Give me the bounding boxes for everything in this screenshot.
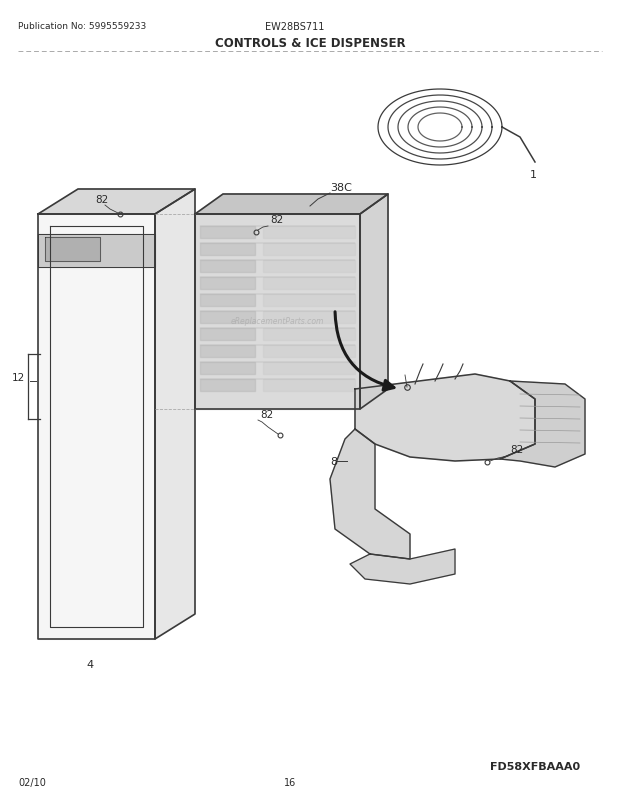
Polygon shape [263,227,355,239]
Polygon shape [200,329,255,341]
Polygon shape [263,244,355,256]
Polygon shape [263,363,355,375]
Text: 82: 82 [510,444,523,455]
Polygon shape [200,294,255,306]
Text: 02/10: 02/10 [18,777,46,787]
Polygon shape [38,190,195,215]
Polygon shape [360,195,388,410]
Polygon shape [195,215,360,410]
Polygon shape [263,294,355,306]
Polygon shape [263,379,355,391]
Polygon shape [263,312,355,323]
Polygon shape [500,382,585,468]
Polygon shape [263,277,355,290]
Text: 16: 16 [284,777,296,787]
Text: EW28BS711: EW28BS711 [265,22,325,32]
Text: 12: 12 [12,373,25,383]
Text: 82: 82 [260,410,273,419]
Polygon shape [263,261,355,273]
Polygon shape [155,190,195,639]
Polygon shape [355,375,535,461]
Polygon shape [263,329,355,341]
Polygon shape [200,227,255,239]
Text: 4: 4 [86,659,94,669]
Polygon shape [38,235,155,268]
Text: CONTROLS & ICE DISPENSER: CONTROLS & ICE DISPENSER [215,37,405,50]
Text: eReplacementParts.com: eReplacementParts.com [230,317,324,326]
Text: 38C: 38C [330,183,352,192]
Polygon shape [200,277,255,290]
Text: FD58XFBAAA0: FD58XFBAAA0 [490,761,580,771]
Text: 82: 82 [270,215,283,225]
Polygon shape [263,346,355,358]
Polygon shape [350,549,455,585]
Polygon shape [38,215,155,639]
Polygon shape [200,379,255,391]
Polygon shape [200,261,255,273]
Polygon shape [195,195,388,215]
Text: 8: 8 [330,456,337,467]
Text: 82: 82 [95,195,108,205]
Polygon shape [330,429,410,559]
Text: 1: 1 [530,170,537,180]
Polygon shape [200,346,255,358]
Polygon shape [200,312,255,323]
Text: Publication No: 5995559233: Publication No: 5995559233 [18,22,146,31]
Polygon shape [200,363,255,375]
Polygon shape [200,244,255,256]
Polygon shape [45,237,100,261]
